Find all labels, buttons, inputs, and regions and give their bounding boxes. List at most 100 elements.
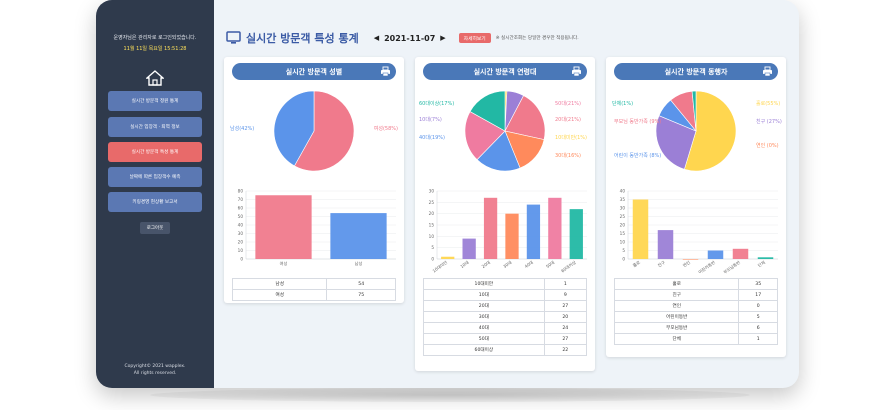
sidebar: 운영자님은 관리자로 로그인되었습니다. 11월 11일 목요일 15:51:2… [96, 0, 214, 388]
frame-shadow [150, 388, 750, 402]
x-tick-label: 연인 [681, 259, 691, 268]
y-tick-label: 60 [238, 206, 244, 211]
current-time: 11월 11일 목요일 15:51:28 [123, 46, 187, 52]
home-icon[interactable] [146, 70, 164, 86]
y-tick-label: 0 [431, 257, 434, 262]
row-value: 24 [543, 322, 588, 334]
card-header: 실시간 방문객 동행자 [614, 63, 778, 80]
gender-pie-chart: 남성(42%) 여성(58%) [230, 90, 398, 172]
table-row: 10대미만 1 [423, 278, 588, 290]
pie-label: 어린이 동반가족 (8%) [614, 152, 661, 159]
bar-2 [682, 259, 699, 260]
y-tick-label: 30 [620, 206, 626, 211]
row-value: 22 [543, 344, 588, 356]
row-value: 54 [326, 278, 396, 290]
pie-label: 단체(1%) [612, 100, 633, 107]
pie-label: 부모님 동반가족 (9%) [614, 118, 661, 125]
row-value: 0 [738, 300, 778, 312]
pie-label: 10대(7%) [419, 116, 442, 123]
row-label: 50대 [423, 333, 545, 345]
bar-0 [255, 195, 312, 259]
x-tick-label: 20대 [480, 259, 492, 270]
card-title: 실시간 방문객 성별 [285, 67, 343, 76]
copyright: Copyright© 2021 wapplex. All rights rese… [96, 363, 214, 377]
monitor-icon [226, 31, 241, 44]
table-row: 어린이동반 5 [613, 311, 778, 323]
bar-1 [462, 238, 476, 259]
pie-label: 친구 (27%) [756, 118, 782, 125]
pie-label: 20대(21%) [555, 116, 581, 123]
row-value: 1 [738, 333, 778, 345]
table-row: 단체 1 [613, 333, 778, 345]
sidebar-item-report[interactable]: 키링경영 현상황 보고서 [108, 192, 202, 212]
row-label: 부모님동반 [613, 322, 740, 334]
print-icon[interactable] [762, 66, 773, 77]
y-tick-label: 10 [620, 240, 626, 245]
row-label: 단체 [613, 333, 740, 345]
login-notice: 운영자님은 관리자로 로그인되었습니다. [113, 35, 197, 41]
row-label: 연인 [613, 300, 740, 312]
row-label: 10대미만 [423, 278, 545, 290]
x-tick-label: 60대이상 [560, 259, 578, 275]
x-tick-label: 여성 [280, 260, 288, 267]
sidebar-item-prediction[interactable]: 날짜에 따른 입장객수 예측 [108, 167, 202, 187]
print-icon[interactable] [571, 66, 582, 77]
gender-table: 남성 54 여성 75 [231, 278, 396, 301]
print-icon[interactable] [380, 66, 391, 77]
y-tick-label: 30 [429, 189, 435, 194]
sidebar-item-visitor-count[interactable]: 실시간 방문객 정원 통계 [108, 91, 202, 111]
card-gender: 실시간 방문객 성별 남성(42%) 여성(58%) 0 10 20 30 40 50 60 7… [224, 57, 404, 303]
bar-5 [548, 197, 562, 259]
table-row: 20대 27 [423, 300, 588, 312]
row-value: 6 [738, 322, 778, 334]
bar-1 [657, 230, 674, 259]
app-window: 운영자님은 관리자로 로그인되었습니다. 11월 11일 목요일 15:51:2… [96, 0, 799, 388]
bar-0 [441, 256, 455, 259]
card-title: 실시간 방문객 동행자 [664, 67, 728, 76]
bar-4 [732, 248, 749, 259]
bar-4 [526, 204, 541, 259]
sidebar-item-visitor-stats[interactable]: 실시간 방문객 특성 통계 [108, 142, 202, 162]
logout-button[interactable]: 로그아웃 [140, 222, 170, 234]
pie-label: 홀로(55%) [756, 100, 780, 107]
row-label: 어린이동반 [613, 311, 740, 323]
card-age: 실시간 방문객 연령대 60대이상(17%) 50대(21%) 40대(19%) 10… [415, 57, 595, 371]
pie-slice [691, 90, 697, 132]
y-tick-label: 35 [620, 197, 626, 202]
y-tick-label: 10 [429, 234, 435, 239]
table-row: 50대 27 [423, 333, 588, 345]
pie-slice [684, 90, 737, 172]
pie-label: 연인 (0%) [756, 142, 779, 149]
row-value: 9 [543, 289, 588, 301]
row-label: 40대 [423, 322, 545, 334]
row-label: 60대이상 [423, 344, 545, 356]
table-row: 60대이상 22 [423, 344, 588, 356]
y-tick-label: 20 [620, 223, 626, 228]
bar-1 [330, 213, 387, 259]
x-tick-label: 10대 [459, 259, 471, 270]
y-tick-label: 5 [622, 248, 625, 253]
detail-button[interactable]: 자세히보기 [458, 33, 491, 43]
table-row: 홀로 35 [613, 278, 778, 290]
row-label: 홀로 [613, 278, 740, 290]
card-header: 실시간 방문객 성별 [232, 63, 396, 80]
table-row: 40대 24 [423, 322, 588, 334]
realtime-note: ※ 실시간조회는 당일만 경우만 적용됩니다. [495, 36, 579, 41]
y-tick-label: 80 [238, 189, 244, 194]
next-date-icon[interactable]: ▶ [440, 34, 446, 42]
y-tick-label: 5 [431, 245, 434, 250]
row-label: 남성 [231, 278, 328, 290]
prev-date-icon[interactable]: ◀ [373, 34, 380, 42]
y-tick-label: 10 [238, 248, 244, 253]
pie-slice [655, 115, 697, 170]
pie-slice [273, 90, 315, 167]
table-row: 남성 54 [231, 278, 396, 290]
bar-2 [483, 197, 498, 259]
sidebar-item-entry-info[interactable]: 실시간 입장객 · 퇴역 정보 [108, 117, 202, 137]
table-row: 친구 17 [613, 289, 778, 301]
pie-label: 남성(42%) [230, 125, 254, 132]
age-pie-chart: 60대이상(17%) 50대(21%) 40대(19%) 10대미만(1%) 10대(7… [419, 90, 587, 172]
x-tick-label: 단체 [756, 259, 766, 269]
page-header: 실시간 방문객 특성 통계 ◀ 2021-11-07 ▶ 자세히보기 ※ 실시간… [226, 30, 579, 46]
y-tick-label: 40 [620, 189, 626, 194]
